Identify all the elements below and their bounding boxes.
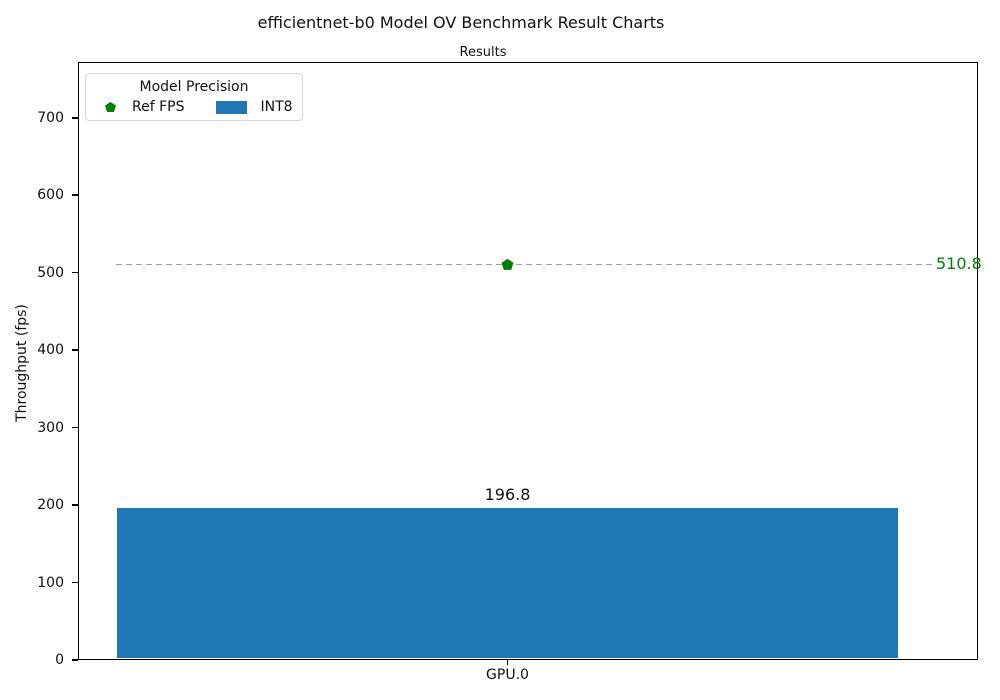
x-tick-mark	[506, 660, 508, 665]
y-tick-mark	[72, 504, 78, 506]
y-tick-label: 500	[37, 264, 64, 281]
legend-label-int8: INT8	[260, 99, 293, 115]
y-tick-mark	[72, 659, 78, 661]
legend-row: Ref FPS INT8	[86, 99, 302, 115]
y-tick-label: 200	[37, 497, 64, 514]
y-tick-mark	[72, 426, 78, 429]
y-tick-label: 600	[37, 187, 64, 204]
y-tick-mark	[72, 117, 78, 119]
y-tick-mark	[72, 581, 78, 584]
ref-fps-value-label: 510.8	[936, 254, 982, 274]
y-tick-label: 100	[37, 574, 64, 591]
legend-label-ref-fps: Ref FPS	[132, 99, 185, 115]
y-tick-label: 0	[55, 652, 64, 668]
legend-title: Model Precision	[139, 79, 249, 95]
y-tick-label: 700	[37, 109, 64, 126]
y-tick-mark	[72, 194, 78, 196]
legend-swatch-int8	[216, 100, 248, 114]
x-tick-label-gpu0: GPU.0	[486, 667, 529, 683]
y-tick-label: 300	[37, 419, 64, 436]
y-axis-label: Throughput (fps)	[14, 304, 30, 422]
y-tick-label: 400	[37, 342, 64, 359]
y-tick-mark	[72, 349, 78, 351]
axes-title: Results	[459, 45, 507, 60]
y-tick-mark	[72, 271, 78, 274]
pentagon-icon	[105, 102, 116, 112]
bar-value-label: 196.8	[484, 484, 531, 504]
legend: Model Precision Ref FPS INT8	[85, 73, 303, 121]
figure-title: efficientnet-b0 Model OV Benchmark Resul…	[257, 13, 665, 32]
ref-fps-pentagon-icon	[501, 258, 514, 270]
ref-fps-line	[116, 263, 936, 266]
bar-int8	[117, 507, 898, 659]
